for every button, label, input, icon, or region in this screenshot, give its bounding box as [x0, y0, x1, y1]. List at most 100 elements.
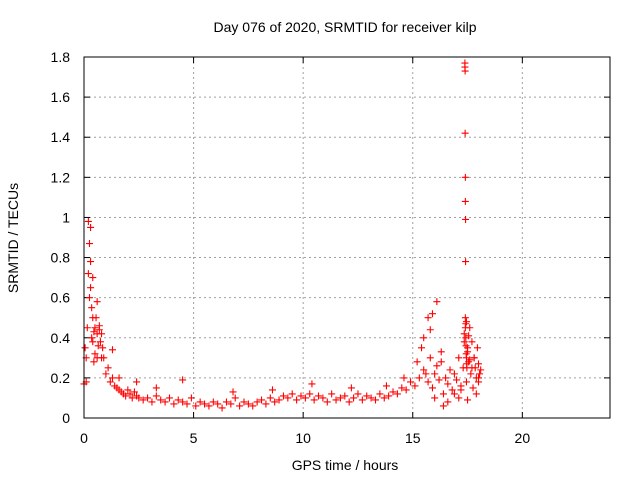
- data-point: [418, 344, 426, 352]
- data-point: [389, 388, 397, 396]
- data-point: [446, 366, 454, 374]
- data-point: [170, 400, 178, 408]
- data-point: [462, 215, 470, 223]
- data-point: [139, 396, 147, 404]
- data-point: [91, 350, 99, 358]
- grid-lines: [84, 56, 610, 418]
- data-point: [433, 362, 441, 370]
- data-points: [80, 59, 485, 412]
- data-point: [209, 398, 217, 406]
- data-point: [464, 396, 472, 404]
- data-point: [413, 358, 421, 366]
- data-point: [124, 386, 132, 394]
- y-tick-label: 0: [62, 410, 70, 426]
- data-point: [201, 400, 209, 408]
- data-point: [284, 394, 292, 402]
- data-point: [415, 374, 423, 382]
- y-tick-label: 1.8: [51, 49, 71, 65]
- data-point: [271, 398, 279, 406]
- data-point: [205, 402, 213, 410]
- data-point: [174, 396, 182, 404]
- data-point: [108, 346, 116, 354]
- data-point: [393, 390, 401, 398]
- data-point: [222, 398, 230, 406]
- data-point: [102, 370, 110, 378]
- data-point: [460, 338, 468, 346]
- data-point: [179, 398, 187, 406]
- data-point: [279, 392, 287, 400]
- data-point: [350, 394, 358, 402]
- x-axis-label: GPS time / hours: [292, 457, 399, 473]
- data-point: [148, 398, 156, 406]
- data-point: [473, 344, 481, 352]
- data-point: [426, 354, 434, 362]
- data-point: [363, 392, 371, 400]
- data-point: [477, 366, 485, 374]
- data-point: [90, 358, 98, 366]
- data-point: [424, 378, 432, 386]
- data-point: [439, 402, 447, 410]
- data-point: [218, 404, 226, 412]
- data-point: [354, 390, 362, 398]
- data-point: [106, 378, 114, 386]
- data-point: [87, 258, 95, 266]
- data-point: [85, 294, 93, 302]
- data-point: [108, 374, 116, 382]
- data-point: [422, 370, 430, 378]
- data-point: [437, 358, 445, 366]
- data-point: [376, 390, 384, 398]
- data-point: [87, 284, 95, 292]
- data-point: [249, 402, 257, 410]
- data-point: [411, 382, 419, 390]
- data-point: [88, 334, 96, 342]
- data-point: [98, 354, 106, 362]
- data-point: [424, 314, 432, 322]
- data-point: [240, 398, 248, 406]
- y-axis-label: SRMTID / TECUs: [5, 183, 21, 293]
- data-point: [308, 380, 316, 388]
- data-point: [462, 320, 470, 328]
- data-point: [214, 400, 222, 408]
- y-tick-label: 1: [62, 209, 70, 225]
- x-tick-label: 0: [80, 430, 88, 446]
- data-point: [85, 240, 93, 248]
- data-point: [469, 384, 477, 392]
- data-point: [89, 338, 97, 346]
- data-point: [400, 374, 408, 382]
- y-tick-label: 0.2: [51, 370, 71, 386]
- data-point: [444, 380, 452, 388]
- data-point: [461, 314, 469, 322]
- data-point: [315, 392, 323, 400]
- data-point: [319, 394, 327, 402]
- data-point: [428, 310, 436, 318]
- data-point: [91, 324, 99, 332]
- y-tick-label: 1.4: [51, 129, 71, 145]
- data-point: [236, 402, 244, 410]
- x-tick-label: 20: [515, 430, 531, 446]
- data-point: [450, 370, 458, 378]
- data-point: [126, 390, 134, 398]
- data-point: [462, 354, 470, 362]
- data-point: [470, 354, 478, 362]
- data-point: [380, 394, 388, 402]
- data-point: [476, 370, 484, 378]
- data-point: [455, 354, 463, 362]
- data-point: [229, 388, 237, 396]
- data-point: [187, 394, 195, 402]
- data-point: [462, 258, 470, 266]
- data-point: [426, 326, 434, 334]
- data-point: [455, 394, 463, 402]
- data-point: [135, 394, 143, 402]
- data-point: [83, 324, 91, 332]
- chart-title: Day 076 of 2020, SRMTID for receiver kil…: [214, 19, 477, 35]
- x-tick-label: 5: [190, 430, 198, 446]
- data-point: [231, 394, 239, 402]
- data-point: [258, 396, 266, 404]
- data-point: [275, 396, 283, 404]
- data-point: [462, 334, 470, 342]
- data-point: [433, 298, 441, 306]
- data-point: [461, 67, 469, 75]
- data-point: [161, 398, 169, 406]
- data-point: [266, 394, 274, 402]
- x-tick-label: 15: [405, 430, 421, 446]
